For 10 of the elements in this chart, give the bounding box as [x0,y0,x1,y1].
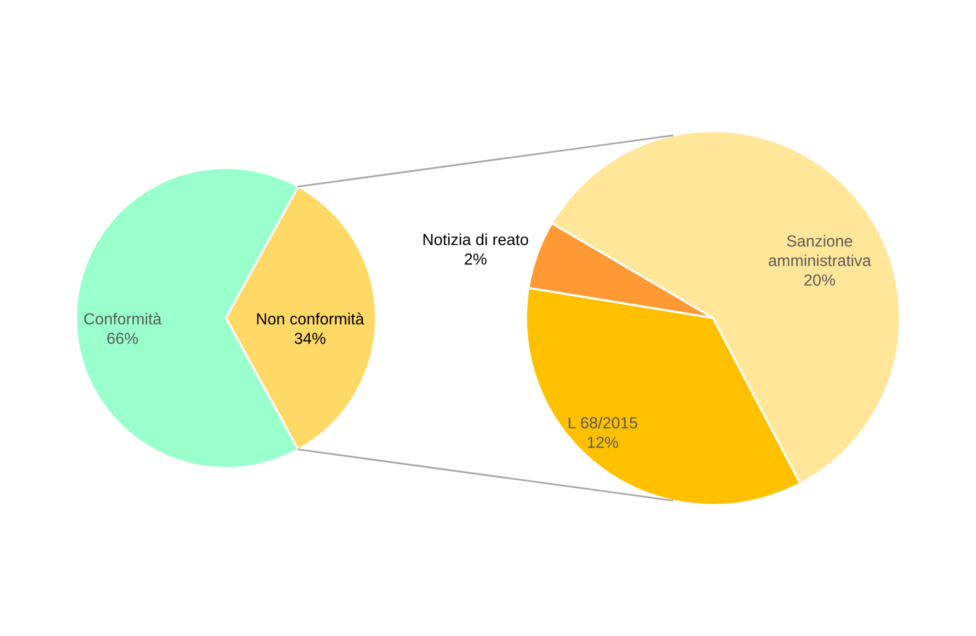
slice-label: Sanzione amministrativa [768,234,872,266]
slice-label: Conformità [84,312,162,325]
slice-label: Notizia di reato [424,233,528,246]
data-label: 34% [294,332,326,344]
data-label: 20% [804,274,836,286]
data-label: 66% [107,332,138,344]
data-label: 12% [588,436,618,448]
data-label: 2% [464,253,486,265]
slice-label: Non conformità [257,312,364,325]
slice-label: L 68/2015 [568,416,638,428]
